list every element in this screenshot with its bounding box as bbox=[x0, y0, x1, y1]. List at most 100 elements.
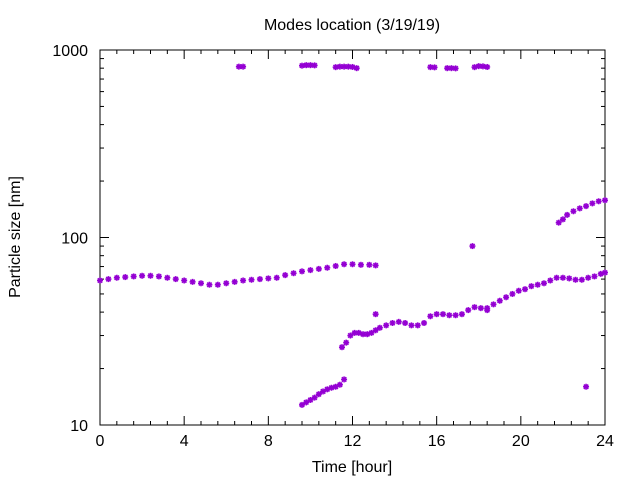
data-point bbox=[602, 197, 608, 204]
data-point bbox=[256, 276, 263, 283]
x-axis-label: Time [hour] bbox=[312, 459, 392, 476]
plot-frame bbox=[99, 49, 606, 426]
data-point bbox=[273, 274, 280, 281]
x-tick-label: 20 bbox=[512, 433, 530, 450]
data-point bbox=[315, 265, 322, 272]
data-point bbox=[602, 269, 608, 276]
data-point bbox=[559, 216, 566, 223]
data-point bbox=[357, 261, 364, 268]
data-point bbox=[559, 274, 566, 281]
data-point bbox=[522, 286, 529, 293]
data-point bbox=[307, 267, 314, 274]
data-point bbox=[431, 64, 438, 71]
data-point bbox=[395, 318, 402, 325]
data-point bbox=[290, 270, 297, 277]
data-point bbox=[240, 63, 247, 70]
data-point bbox=[324, 264, 331, 271]
data-point bbox=[299, 268, 305, 275]
data-point bbox=[303, 399, 310, 406]
data-point bbox=[299, 401, 305, 408]
data-point bbox=[155, 273, 162, 280]
data-point bbox=[332, 262, 339, 269]
data-point bbox=[189, 278, 196, 285]
data-point bbox=[564, 211, 571, 218]
data-point bbox=[383, 322, 390, 329]
data-point bbox=[477, 305, 484, 312]
data-point bbox=[164, 274, 171, 281]
x-tick-label: 8 bbox=[264, 433, 273, 450]
data-point bbox=[336, 381, 343, 388]
data-point bbox=[465, 307, 472, 314]
data-point bbox=[139, 272, 146, 279]
data-point bbox=[299, 62, 305, 69]
data-point bbox=[570, 208, 577, 215]
data-point bbox=[553, 274, 560, 281]
data-point bbox=[113, 274, 120, 281]
data-point bbox=[458, 311, 465, 318]
x-tick-label: 12 bbox=[344, 433, 362, 450]
x-tick-label: 4 bbox=[180, 433, 189, 450]
data-point bbox=[341, 376, 348, 383]
x-tick-label: 0 bbox=[96, 433, 105, 450]
axis-tick-labels: 0 4 8 12 16 20 24 10 100 1000 bbox=[52, 43, 614, 450]
data-point bbox=[439, 311, 446, 318]
data-point bbox=[509, 290, 516, 297]
data-point bbox=[528, 283, 535, 290]
x-tick-label: 24 bbox=[596, 433, 614, 450]
data-point bbox=[540, 280, 547, 287]
data-point bbox=[198, 280, 204, 287]
y-axis-label: Particle size [nm] bbox=[7, 176, 24, 298]
data-point bbox=[105, 276, 112, 283]
data-point bbox=[572, 276, 579, 283]
x-tick-label: 16 bbox=[428, 433, 446, 450]
data-point bbox=[231, 278, 238, 285]
data-point bbox=[347, 332, 354, 339]
data-point bbox=[372, 327, 379, 334]
data-point bbox=[349, 261, 356, 268]
data-point bbox=[206, 281, 213, 288]
data-point bbox=[421, 319, 428, 326]
data-point bbox=[427, 313, 434, 320]
data-point bbox=[353, 65, 360, 72]
data-point bbox=[595, 198, 602, 205]
data-point bbox=[368, 329, 375, 336]
axis-ticks bbox=[99, 49, 606, 426]
data-point bbox=[265, 275, 272, 282]
data-point bbox=[452, 312, 459, 319]
data-point bbox=[389, 319, 396, 326]
data-point bbox=[408, 322, 415, 329]
data-point bbox=[402, 319, 409, 326]
data-point bbox=[446, 312, 453, 319]
data-point bbox=[589, 200, 596, 207]
data-point bbox=[147, 272, 154, 279]
data-point bbox=[433, 311, 440, 318]
data-point bbox=[566, 275, 573, 282]
data-point bbox=[469, 243, 476, 250]
chart-title: Modes location (3/19/19) bbox=[264, 17, 440, 34]
data-point bbox=[484, 307, 491, 314]
data-point bbox=[583, 203, 590, 210]
data-point bbox=[452, 65, 459, 72]
data-point bbox=[341, 261, 348, 268]
data-point bbox=[307, 396, 314, 403]
y-tick-label: 100 bbox=[61, 231, 88, 248]
data-point bbox=[503, 294, 510, 301]
data-point bbox=[372, 262, 379, 269]
data-point bbox=[366, 261, 373, 268]
data-point bbox=[311, 394, 318, 401]
data-point bbox=[235, 63, 242, 70]
data-point bbox=[547, 277, 554, 284]
data-point bbox=[555, 219, 562, 226]
y-tick-label: 10 bbox=[70, 418, 88, 435]
data-point bbox=[315, 391, 322, 398]
data-point bbox=[496, 297, 503, 304]
data-point bbox=[240, 277, 247, 284]
data-point bbox=[490, 301, 497, 308]
data-point bbox=[122, 274, 129, 281]
data-point bbox=[534, 281, 541, 288]
data-point bbox=[341, 63, 348, 70]
data-point bbox=[578, 276, 585, 283]
data-point bbox=[414, 322, 421, 329]
data-point bbox=[343, 339, 350, 346]
